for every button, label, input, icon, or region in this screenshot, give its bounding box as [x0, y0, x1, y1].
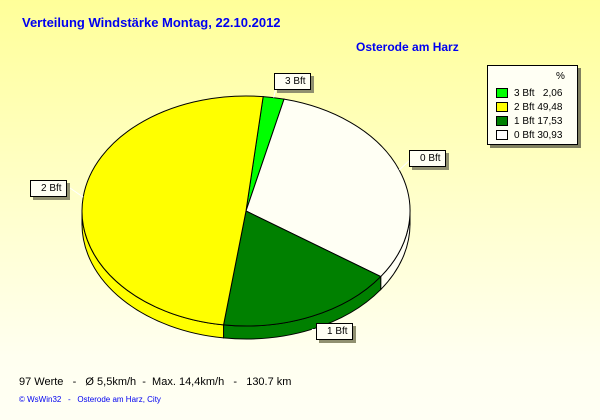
legend-value: 30,93: [537, 130, 563, 141]
chart-subtitle: Osterode am Harz: [356, 40, 459, 54]
legend-label: 2 Bft: [514, 102, 535, 113]
label-leader-line: [398, 159, 411, 171]
legend-swatch: [496, 102, 508, 113]
legend-label: 0 Bft: [514, 130, 535, 141]
slice-label-2-bft: 2 Bft: [30, 180, 67, 197]
legend-item-2-bft: 2 Bft 49,48: [496, 102, 562, 114]
pie-slice-1-bft: [222, 210, 382, 327]
legend-label: 1 Bft: [514, 116, 535, 127]
pie-slice-0-bft: [245, 98, 411, 278]
label-leader-line: [69, 187, 84, 198]
legend-value: 17,53: [537, 116, 563, 127]
credit-footer: © WsWin32 - Osterode am Harz, City: [19, 395, 161, 404]
legend-item-3-bft: 3 Bft 2,06: [496, 88, 562, 100]
slice-label-3-bft: 3 Bft: [274, 73, 311, 90]
chart-title: Verteilung Windstärke Montag, 22.10.2012: [22, 15, 281, 30]
legend-label: 3 Bft: [514, 88, 535, 99]
slice-label-0-bft: 0 Bft: [409, 150, 446, 167]
slice-label-1-bft: 1 Bft: [316, 323, 353, 340]
legend-swatch: [496, 116, 508, 127]
legend-value: 2,06: [542, 88, 563, 99]
legend-value: 49,48: [537, 102, 563, 113]
legend-item-0-bft: 0 Bft 30,93: [496, 130, 562, 142]
pie-slice-2-bft: [81, 95, 264, 326]
stats-footer: 97 Werte - Ø 5,5km/h - Max. 14,4km/h - 1…: [19, 376, 292, 388]
legend: % 3 Bft 2,06 2 Bft 49,48 1 Bft 17,53 0 B…: [487, 65, 578, 145]
legend-header: %: [556, 71, 565, 82]
legend-swatch: [496, 130, 508, 141]
legend-item-1-bft: 1 Bft 17,53: [496, 116, 562, 128]
legend-swatch: [496, 88, 508, 99]
